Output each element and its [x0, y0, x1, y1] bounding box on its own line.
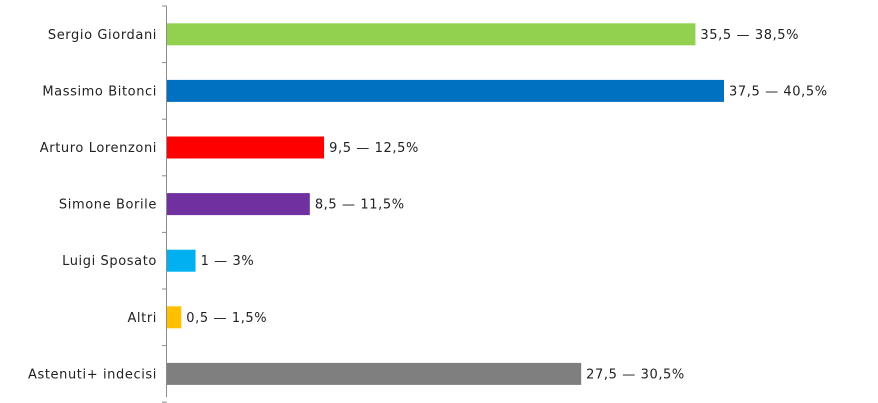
bar — [167, 306, 182, 329]
bar — [167, 362, 582, 385]
value-label: 9,5 — 12,5% — [329, 141, 419, 156]
value-label: 37,5 — 40,5% — [729, 84, 828, 99]
category-axis-ticks — [162, 5, 167, 403]
category-label: Sergio Giordani — [48, 28, 157, 43]
category-label: Altri — [127, 311, 157, 326]
bar — [167, 193, 310, 216]
category-label: Astenuti+ indecisi — [28, 367, 157, 382]
bars-group — [167, 23, 724, 385]
category-label: Arturo Lorenzoni — [40, 141, 157, 156]
bar — [167, 23, 696, 46]
value-label: 27,5 — 30,5% — [586, 367, 685, 382]
category-label: Simone Borile — [59, 198, 157, 213]
value-label: 0,5 — 1,5% — [186, 311, 267, 326]
bar — [167, 249, 196, 272]
category-label: Massimo Bitonci — [42, 84, 157, 99]
value-label: 1 — 3% — [201, 254, 255, 269]
bar — [167, 79, 724, 102]
category-labels: Sergio Giordani Massimo Bitonci Arturo Lor… — [28, 28, 157, 383]
value-label: 35,5 — 38,5% — [700, 28, 799, 43]
value-labels: 35,5 — 38,5% 37,5 — 40,5% 9,5 — 12,5% 8,5 —… — [186, 28, 827, 383]
category-label: Luigi Sposato — [62, 254, 157, 269]
value-label: 8,5 — 11,5% — [315, 198, 405, 213]
bar — [167, 136, 325, 159]
